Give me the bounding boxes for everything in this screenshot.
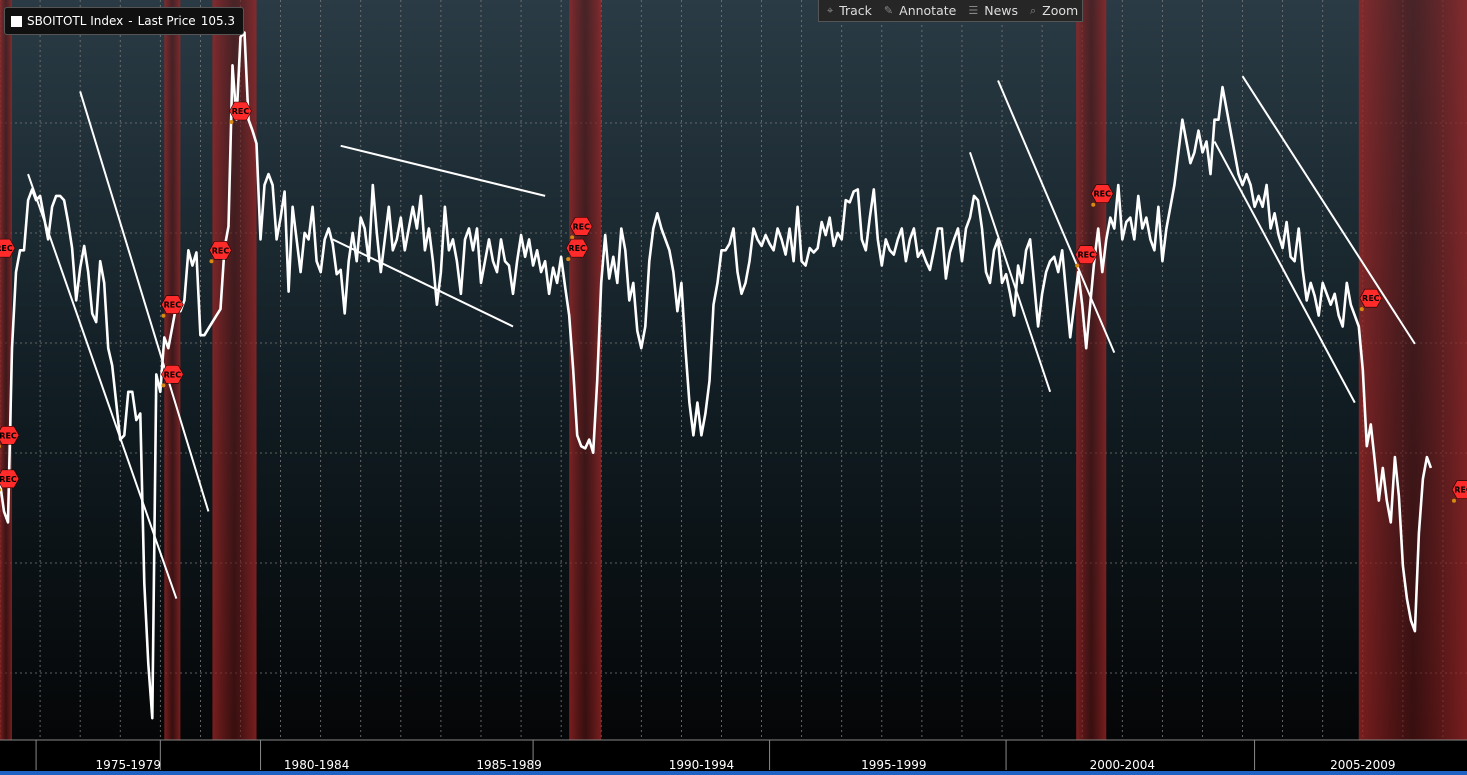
legend-swatch [11, 15, 22, 27]
rec-marker-shape [209, 240, 232, 260]
recession-band [0, 0, 13, 740]
rec-marker-dot [209, 259, 214, 264]
rec-marker-dot [161, 313, 166, 318]
rec-marker: REC [0, 238, 16, 258]
legend-price-label: Last Price [137, 14, 196, 28]
news-label: News [984, 3, 1018, 18]
rec-marker: REC [161, 365, 184, 388]
rec-marker-label: REC [1362, 294, 1380, 303]
rec-marker-dot [1075, 263, 1080, 268]
rec-marker: REC [0, 425, 20, 449]
x-tick-label: 1985-1989 [476, 758, 541, 772]
trend-line [27, 173, 178, 599]
rec-marker: REC [1090, 184, 1114, 207]
rec-marker-label: REC [212, 246, 230, 255]
rec-marker-shape [0, 238, 16, 258]
rec-marker-shape [565, 238, 589, 258]
rec-markers: REC REC REC REC REC REC REC REC REC REC REC REC REC [0, 101, 1467, 503]
trend-line [1213, 140, 1356, 404]
chart-toolbar: ⌖ Track ✎ Annotate ☰ News ⌕ Zoom [818, 0, 1084, 22]
recession-band [1076, 0, 1107, 740]
track-label: Track [839, 3, 872, 18]
zoom-button[interactable]: ⌕ Zoom [1022, 0, 1082, 21]
annotate-label: Annotate [899, 3, 957, 18]
crosshair-icon: ⌖ [827, 3, 834, 17]
trend-line [340, 144, 546, 197]
rec-marker-dot [1359, 307, 1364, 312]
trend-line [997, 80, 1116, 353]
rec-marker-shape [0, 469, 20, 489]
rec-marker-label: REC [1077, 251, 1095, 260]
recession-band [1358, 0, 1467, 740]
rec-marker-label: REC [164, 301, 182, 310]
x-tick-label: 1990-1994 [669, 758, 734, 772]
rec-marker: REC [569, 217, 593, 240]
series-line [0, 31, 1433, 720]
news-button[interactable]: ☰ News [960, 0, 1022, 21]
rec-marker: REC [1451, 480, 1467, 503]
trend-line [1241, 75, 1416, 345]
rec-marker-label: REC [232, 107, 250, 116]
news-icon: ☰ [968, 4, 979, 17]
rec-marker-label: REC [0, 475, 17, 484]
rec-marker-dot [161, 383, 166, 388]
trend-line [79, 91, 210, 512]
rec-marker: REC [1359, 288, 1383, 312]
rec-marker-dot [566, 257, 571, 262]
rec-marker-dot [0, 488, 2, 492]
zoom-label: Zoom [1042, 3, 1079, 18]
rec-marker-label: REC [1454, 486, 1467, 495]
rec-marker-label: REC [0, 244, 13, 253]
track-button[interactable]: ⌖ Track [819, 0, 876, 21]
rec-marker-shape [229, 101, 252, 121]
x-tick-label: 2000-2004 [1090, 758, 1155, 772]
rec-marker-shape [1451, 480, 1467, 500]
x-tick-label: 1975-1979 [96, 758, 161, 772]
annotate-button[interactable]: ✎ Annotate [876, 0, 960, 21]
x-axis-area [0, 740, 1467, 775]
bottom-scrollbar[interactable] [0, 771, 1467, 775]
rec-marker-label: REC [1094, 190, 1112, 199]
rec-marker: REC [1074, 245, 1098, 268]
rec-marker-shape [0, 425, 20, 445]
legend-ticker: SBOITOTL Index [27, 14, 124, 28]
rec-marker: REC [0, 469, 20, 492]
rec-marker: REC [229, 101, 252, 124]
legend[interactable]: SBOITOTL Index - Last Price 105.3 [4, 7, 245, 35]
magnifier-icon: ⌕ [1030, 3, 1037, 17]
legend-price-value: 105.3 [200, 14, 236, 28]
rec-marker-dot [570, 235, 575, 240]
rec-marker-dot [0, 444, 2, 449]
rec-marker-shape [1074, 245, 1098, 264]
rec-marker-shape [569, 217, 593, 236]
rec-marker: REC [209, 240, 232, 264]
rec-marker-shape [161, 365, 184, 384]
trend-line [332, 238, 514, 328]
rec-marker: REC [161, 295, 184, 318]
rec-marker: REC [565, 238, 589, 262]
rec-marker-shape [161, 295, 184, 315]
rec-marker-label: REC [0, 431, 17, 440]
trend-line [969, 152, 1052, 393]
legend-separator: - [128, 14, 133, 28]
rec-marker-dot [1091, 202, 1096, 207]
rec-marker-label: REC [568, 244, 586, 253]
rec-marker-dot [229, 120, 234, 124]
x-tick-label: 2005-2009 [1330, 758, 1395, 772]
rec-marker-shape [1359, 288, 1383, 308]
recession-band [569, 0, 602, 740]
x-tick-label: 1995-1999 [861, 758, 926, 772]
x-tick-label: 1980-1984 [284, 758, 349, 772]
rec-marker-shape [1090, 184, 1114, 204]
x-axis: 1975-1979 1980-1984 1985-1989 1990-1994 1995… [35, 740, 1395, 772]
rec-marker-label: REC [164, 370, 182, 379]
rec-marker-label: REC [572, 222, 590, 231]
rec-marker-dot [1451, 498, 1456, 503]
trend-lines [27, 75, 1416, 599]
pencil-icon: ✎ [883, 4, 894, 17]
